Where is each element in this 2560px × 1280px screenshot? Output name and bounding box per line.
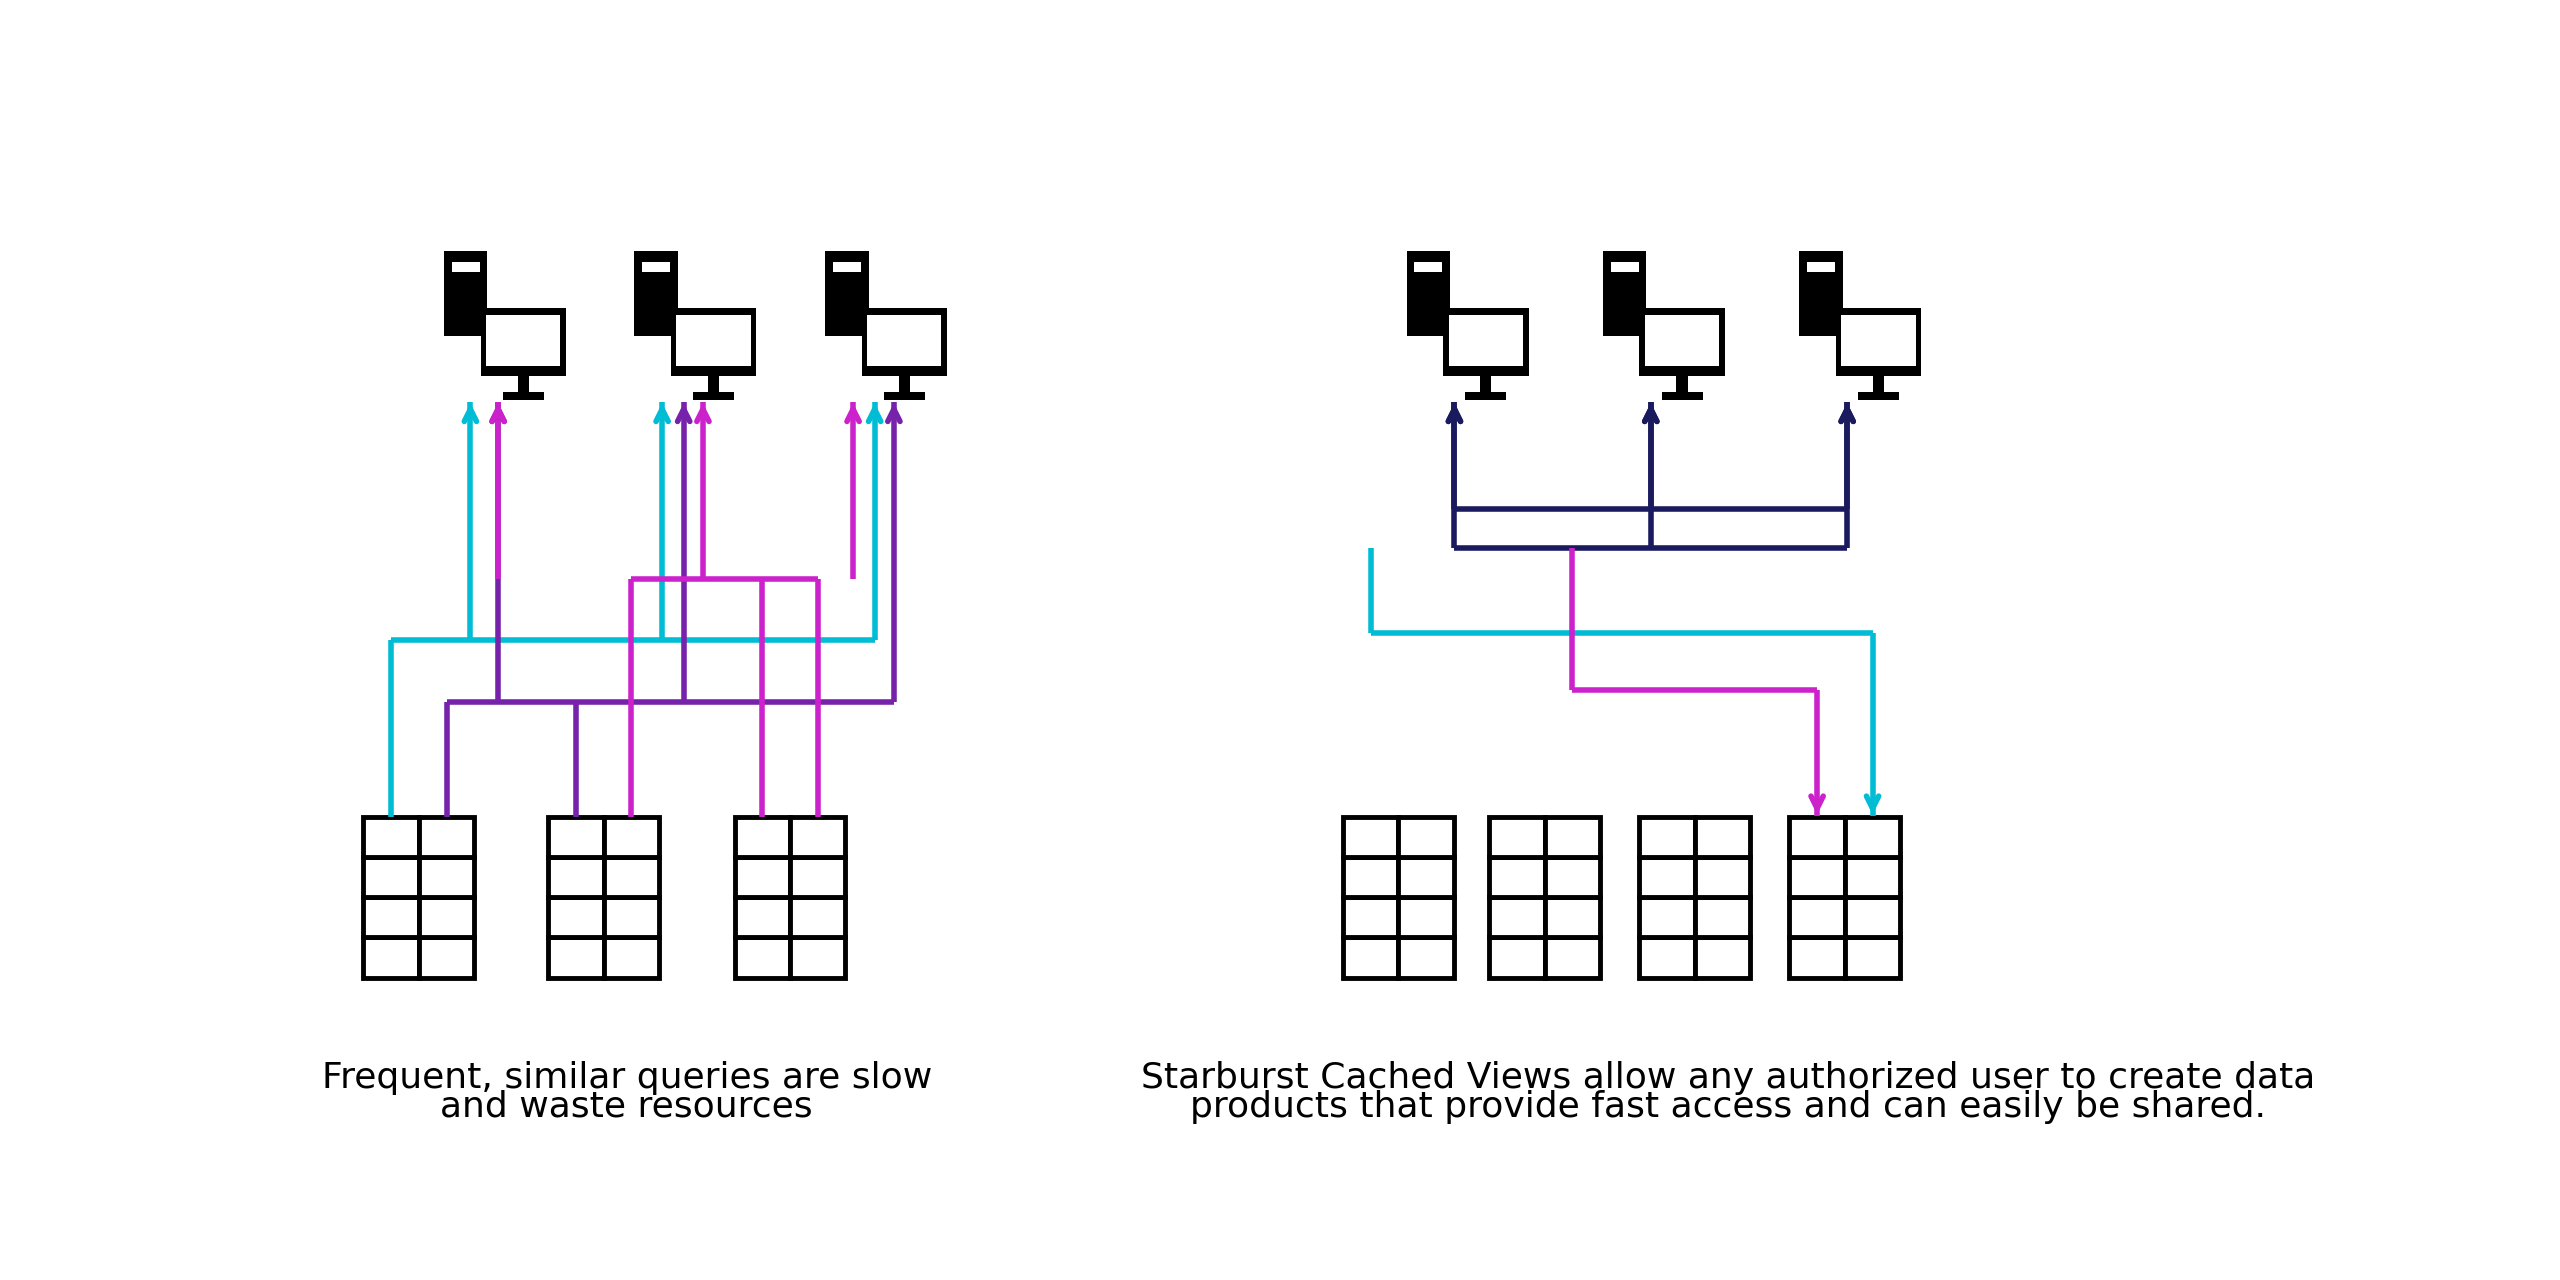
Bar <box>604 858 658 897</box>
Bar <box>1464 392 1505 401</box>
Bar <box>1610 262 1638 273</box>
Bar <box>1789 858 1846 897</box>
Bar <box>1807 262 1836 273</box>
Bar <box>443 251 486 337</box>
Bar <box>1344 897 1398 937</box>
Bar <box>1480 376 1492 392</box>
Bar <box>1544 937 1600 978</box>
Bar <box>735 897 791 937</box>
Bar <box>791 858 845 897</box>
Bar <box>1638 818 1695 858</box>
Bar <box>883 392 924 401</box>
Bar <box>364 818 420 858</box>
Bar <box>1836 308 1920 376</box>
Bar <box>1846 818 1900 858</box>
Bar <box>1490 818 1544 858</box>
Bar <box>1846 937 1900 978</box>
Bar <box>791 897 845 937</box>
Bar <box>1544 897 1600 937</box>
Bar <box>604 897 658 937</box>
Bar <box>635 251 678 337</box>
Bar <box>1398 858 1454 897</box>
Text: Starburst Cached Views allow any authorized user to create data: Starburst Cached Views allow any authori… <box>1142 1061 2314 1094</box>
Bar <box>1874 376 1884 392</box>
Bar <box>735 818 791 858</box>
Bar <box>707 376 719 392</box>
Bar <box>1344 818 1398 858</box>
Bar <box>1638 858 1695 897</box>
Bar <box>517 376 530 392</box>
Bar <box>1603 251 1646 337</box>
Bar <box>364 897 420 937</box>
Bar <box>1398 897 1454 937</box>
Bar <box>791 937 845 978</box>
Bar <box>863 308 947 376</box>
Bar <box>364 937 420 978</box>
Bar <box>420 858 474 897</box>
Bar <box>1544 858 1600 897</box>
Bar <box>1490 937 1544 978</box>
Bar <box>1638 937 1695 978</box>
Bar <box>364 858 420 897</box>
Bar <box>1859 392 1900 401</box>
Bar <box>548 818 604 858</box>
Text: products that provide fast access and can easily be shared.: products that provide fast access and ca… <box>1190 1089 2266 1124</box>
Bar <box>832 262 860 273</box>
Bar <box>791 818 845 858</box>
Bar <box>420 937 474 978</box>
Bar <box>676 315 750 366</box>
Bar <box>420 897 474 937</box>
Bar <box>694 392 735 401</box>
Bar <box>486 315 561 366</box>
Bar <box>604 818 658 858</box>
Bar <box>1398 818 1454 858</box>
Bar <box>1695 858 1751 897</box>
Bar <box>1789 818 1846 858</box>
Bar <box>735 937 791 978</box>
Bar <box>1695 937 1751 978</box>
Bar <box>1344 858 1398 897</box>
Bar <box>1444 308 1528 376</box>
Bar <box>1789 897 1846 937</box>
Bar <box>899 376 911 392</box>
Text: and waste resources: and waste resources <box>440 1089 814 1124</box>
Bar <box>420 818 474 858</box>
Bar <box>1800 251 1843 337</box>
Bar <box>1638 308 1725 376</box>
Bar <box>1344 937 1398 978</box>
Bar <box>481 308 566 376</box>
Bar <box>548 897 604 937</box>
Bar <box>735 858 791 897</box>
Bar <box>1846 858 1900 897</box>
Bar <box>1846 897 1900 937</box>
Bar <box>643 262 671 273</box>
Bar <box>1789 937 1846 978</box>
Bar <box>502 392 543 401</box>
Bar <box>1490 897 1544 937</box>
Bar <box>1695 897 1751 937</box>
Bar <box>1490 858 1544 897</box>
Bar <box>1677 376 1687 392</box>
Bar <box>451 262 479 273</box>
Bar <box>1695 818 1751 858</box>
Bar <box>1449 315 1523 366</box>
Bar <box>1661 392 1702 401</box>
Bar <box>1413 262 1441 273</box>
Bar <box>824 251 868 337</box>
Bar <box>604 937 658 978</box>
Bar <box>671 308 755 376</box>
Bar <box>548 937 604 978</box>
Bar <box>1405 251 1449 337</box>
Bar <box>548 858 604 897</box>
Bar <box>1646 315 1720 366</box>
Bar <box>1638 897 1695 937</box>
Bar <box>868 315 942 366</box>
Bar <box>1841 315 1915 366</box>
Bar <box>1398 937 1454 978</box>
Text: Frequent, similar queries are slow: Frequent, similar queries are slow <box>323 1061 932 1094</box>
Bar <box>1544 818 1600 858</box>
